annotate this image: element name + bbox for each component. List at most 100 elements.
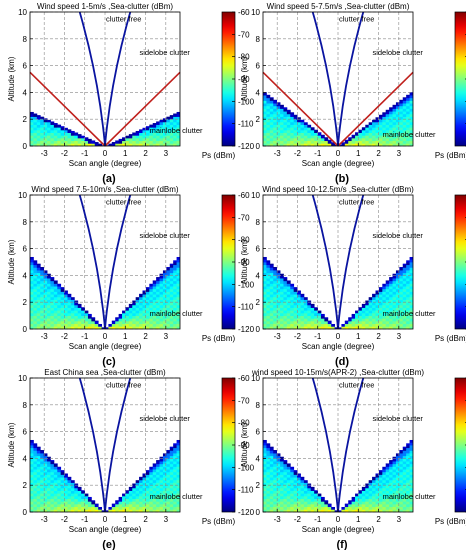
heatmap-cell <box>280 321 284 324</box>
heatmap-cell <box>393 289 397 292</box>
heatmap-cell <box>403 324 407 327</box>
heatmap-cell <box>321 135 325 136</box>
heatmap-cell <box>263 318 267 321</box>
heatmap-cell <box>30 259 34 262</box>
heatmap-cell <box>33 501 37 504</box>
heatmap-cell <box>287 127 291 130</box>
heatmap-cell <box>160 122 164 125</box>
heatmap-cell <box>30 130 34 133</box>
heatmap-cell <box>170 480 174 483</box>
heatmap-cell <box>61 485 65 488</box>
heatmap-cell <box>283 302 287 305</box>
heatmap-cell <box>362 135 366 138</box>
heatmap-cell <box>68 496 72 499</box>
heatmap-cell <box>393 488 397 491</box>
heatmap-cell <box>156 122 160 125</box>
heatmap-cell <box>50 499 54 502</box>
heatmap-cell <box>33 291 37 294</box>
heatmap-cell <box>283 138 287 141</box>
heatmap-cell <box>263 310 267 313</box>
heatmap-cell <box>406 108 410 111</box>
heatmap-cell <box>358 133 362 136</box>
heatmap-cell <box>37 125 41 128</box>
heatmap-cell <box>54 463 58 464</box>
annotation-text: mainlobe clutter <box>383 492 436 501</box>
heatmap-cell <box>311 138 315 141</box>
heatmap-cell <box>33 504 37 507</box>
heatmap-cell <box>119 321 123 324</box>
heatmap-cell <box>263 127 267 130</box>
heatmap-cell <box>33 127 37 130</box>
heatmap-cell <box>40 324 44 327</box>
heatmap-cell <box>403 507 407 510</box>
heatmap-cell <box>273 141 277 144</box>
heatmap-cell <box>160 474 164 477</box>
heatmap-cell <box>358 496 362 499</box>
heatmap-cell <box>170 453 174 456</box>
heatmap-cell <box>88 497 92 499</box>
heatmap-cell <box>290 504 294 507</box>
heatmap-cell <box>290 493 294 496</box>
heatmap-cell <box>61 507 65 510</box>
heatmap-cell <box>139 477 143 478</box>
heatmap-cell <box>372 493 376 496</box>
heatmap-cell <box>173 283 177 286</box>
heatmap-cell <box>47 294 51 297</box>
heatmap-cell <box>263 445 267 448</box>
y-axis-label: Altitude (km) <box>7 239 16 284</box>
heatmap-cell <box>156 294 160 297</box>
heatmap-cell <box>280 458 284 461</box>
heatmap-cell <box>37 458 41 461</box>
heatmap-cell <box>403 122 407 125</box>
heatmap-cell <box>270 491 274 494</box>
heatmap-cell <box>57 294 61 297</box>
heatmap-cell <box>266 496 270 499</box>
heatmap-cell <box>98 507 102 510</box>
heatmap-cell <box>379 287 383 289</box>
heatmap-cell <box>129 499 133 502</box>
heatmap-cell <box>119 139 123 141</box>
heatmap-cell <box>149 504 153 507</box>
heatmap-cell <box>132 302 136 305</box>
heatmap-cell <box>163 275 167 278</box>
heatmap-cell <box>33 499 37 502</box>
y-tick-label: 0 <box>23 142 28 151</box>
heatmap-cell <box>47 308 51 311</box>
heatmap-cell <box>54 294 58 297</box>
heatmap-cell <box>88 499 92 502</box>
heatmap-cell <box>146 141 150 144</box>
heatmap-cell <box>403 458 407 461</box>
x-tick-label: -2 <box>294 332 302 341</box>
heatmap-cell <box>50 135 54 138</box>
heatmap-cell <box>348 137 352 138</box>
heatmap-cell <box>160 278 164 281</box>
x-tick-label: 1 <box>123 515 128 524</box>
heatmap-cell <box>170 122 174 125</box>
heatmap-cell <box>173 477 177 480</box>
heatmap-cell <box>406 267 410 270</box>
heatmap-cell <box>266 313 270 316</box>
heatmap-cell <box>40 138 44 141</box>
heatmap-cell <box>68 507 72 510</box>
heatmap-cell <box>50 305 54 308</box>
heatmap-cell <box>146 287 150 289</box>
heatmap-cell <box>406 472 410 475</box>
heatmap-cell <box>389 291 393 294</box>
heatmap-cell <box>283 488 287 491</box>
heatmap-cell <box>170 472 174 475</box>
heatmap-cell <box>280 504 284 507</box>
heatmap-cell <box>146 488 150 491</box>
heatmap-cell <box>396 488 400 491</box>
heatmap-cell <box>301 504 305 507</box>
heatmap-cell <box>74 308 78 311</box>
heatmap-cell <box>273 106 277 109</box>
heatmap-cell <box>129 488 133 491</box>
heatmap-cell <box>318 135 322 138</box>
heatmap-cell <box>33 443 37 445</box>
heatmap-cell <box>396 501 400 504</box>
heatmap-cell <box>270 305 274 308</box>
heatmap-cell <box>369 141 373 144</box>
y-tick-label: 4 <box>256 454 261 463</box>
heatmap-cell <box>290 112 294 114</box>
